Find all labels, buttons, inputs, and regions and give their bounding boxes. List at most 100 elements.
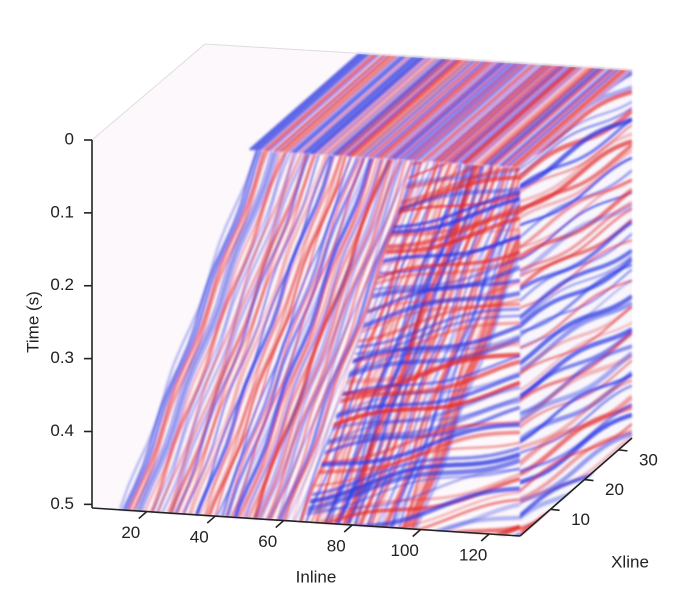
z-tick <box>550 508 560 512</box>
stripe <box>156 144 311 536</box>
x-axis <box>91 507 521 537</box>
stripe <box>282 44 415 154</box>
x-axis-label: Inline <box>296 567 337 586</box>
stripe <box>311 144 465 536</box>
x-tick <box>206 515 216 524</box>
stripe <box>520 429 632 502</box>
stripe <box>242 144 398 536</box>
stripe <box>316 44 449 156</box>
stripe <box>520 306 632 377</box>
stripe <box>446 48 578 164</box>
stripe <box>421 46 554 162</box>
stripe <box>178 144 330 536</box>
stripe <box>520 344 632 417</box>
stripe <box>484 49 617 167</box>
stripe <box>408 45 540 162</box>
stripe <box>329 44 462 156</box>
z-tick-label: 20 <box>605 480 624 499</box>
stripe <box>417 46 549 162</box>
stripe <box>253 44 386 152</box>
z-tick <box>618 449 628 452</box>
top-texture <box>248 44 632 168</box>
z-axis <box>519 437 633 537</box>
stripe <box>280 502 520 536</box>
stripe <box>138 144 290 536</box>
stripe <box>152 144 307 536</box>
stripe <box>280 472 520 536</box>
stripe <box>520 207 632 279</box>
stripe <box>471 49 603 165</box>
stripe <box>386 44 518 160</box>
stripe <box>291 44 424 154</box>
stripe <box>280 452 520 506</box>
stripe <box>267 144 419 536</box>
stripe <box>464 48 597 165</box>
stripe <box>181 144 336 536</box>
stripe <box>475 49 608 166</box>
stripe <box>213 144 367 536</box>
x-tick-label: 40 <box>190 528 209 547</box>
stripe <box>468 49 601 165</box>
stripe <box>520 329 632 402</box>
stripe <box>108 144 260 536</box>
stripe <box>520 143 632 216</box>
stripe <box>232 144 383 536</box>
stripe <box>147 144 298 536</box>
x-tick <box>480 533 490 542</box>
stripe <box>266 144 420 536</box>
stripe <box>349 44 482 158</box>
x-tick-label: 20 <box>121 523 140 542</box>
stripe <box>412 45 545 162</box>
stripe <box>520 305 632 377</box>
stripe <box>311 44 444 156</box>
stripe <box>284 44 417 154</box>
stripe <box>396 144 520 536</box>
stripe <box>520 279 632 350</box>
stripe <box>256 144 411 536</box>
stripe <box>520 100 632 172</box>
stripe <box>415 46 547 162</box>
stripe <box>392 44 525 161</box>
stripe <box>314 144 469 536</box>
stripe <box>369 44 502 159</box>
stripe <box>309 44 442 156</box>
stripe <box>134 144 291 536</box>
stripe <box>520 70 632 73</box>
stripe <box>466 49 598 165</box>
stripe <box>439 47 571 163</box>
stripe <box>242 144 398 536</box>
stripe <box>520 232 632 304</box>
stripe <box>287 44 419 154</box>
stripe <box>345 44 478 158</box>
stripe <box>513 51 632 168</box>
stripe <box>455 48 587 164</box>
stripe <box>167 144 322 536</box>
stripe <box>358 44 491 159</box>
stripe <box>397 44 529 161</box>
stripe <box>520 254 632 326</box>
stripe <box>520 257 632 330</box>
stripe <box>204 144 356 536</box>
stripe <box>491 50 623 167</box>
stripe <box>419 45 552 162</box>
y-tick-label: 0.1 <box>50 202 74 221</box>
stripe <box>130 144 281 536</box>
stripe <box>378 44 511 160</box>
stripe <box>520 117 632 189</box>
stripe <box>325 44 457 156</box>
stripe <box>488 50 621 167</box>
stripe <box>280 515 520 536</box>
y-tick-label: 0.4 <box>50 421 74 440</box>
stripe <box>361 44 493 159</box>
x-tick <box>138 510 148 520</box>
stripe <box>500 51 632 168</box>
stripe <box>258 44 390 152</box>
stripe <box>520 351 632 424</box>
x-tick <box>275 519 285 529</box>
stripe <box>159 144 312 536</box>
stripe <box>298 44 431 154</box>
front-texture <box>108 140 520 536</box>
stripe <box>255 44 388 152</box>
stripe <box>280 446 520 499</box>
